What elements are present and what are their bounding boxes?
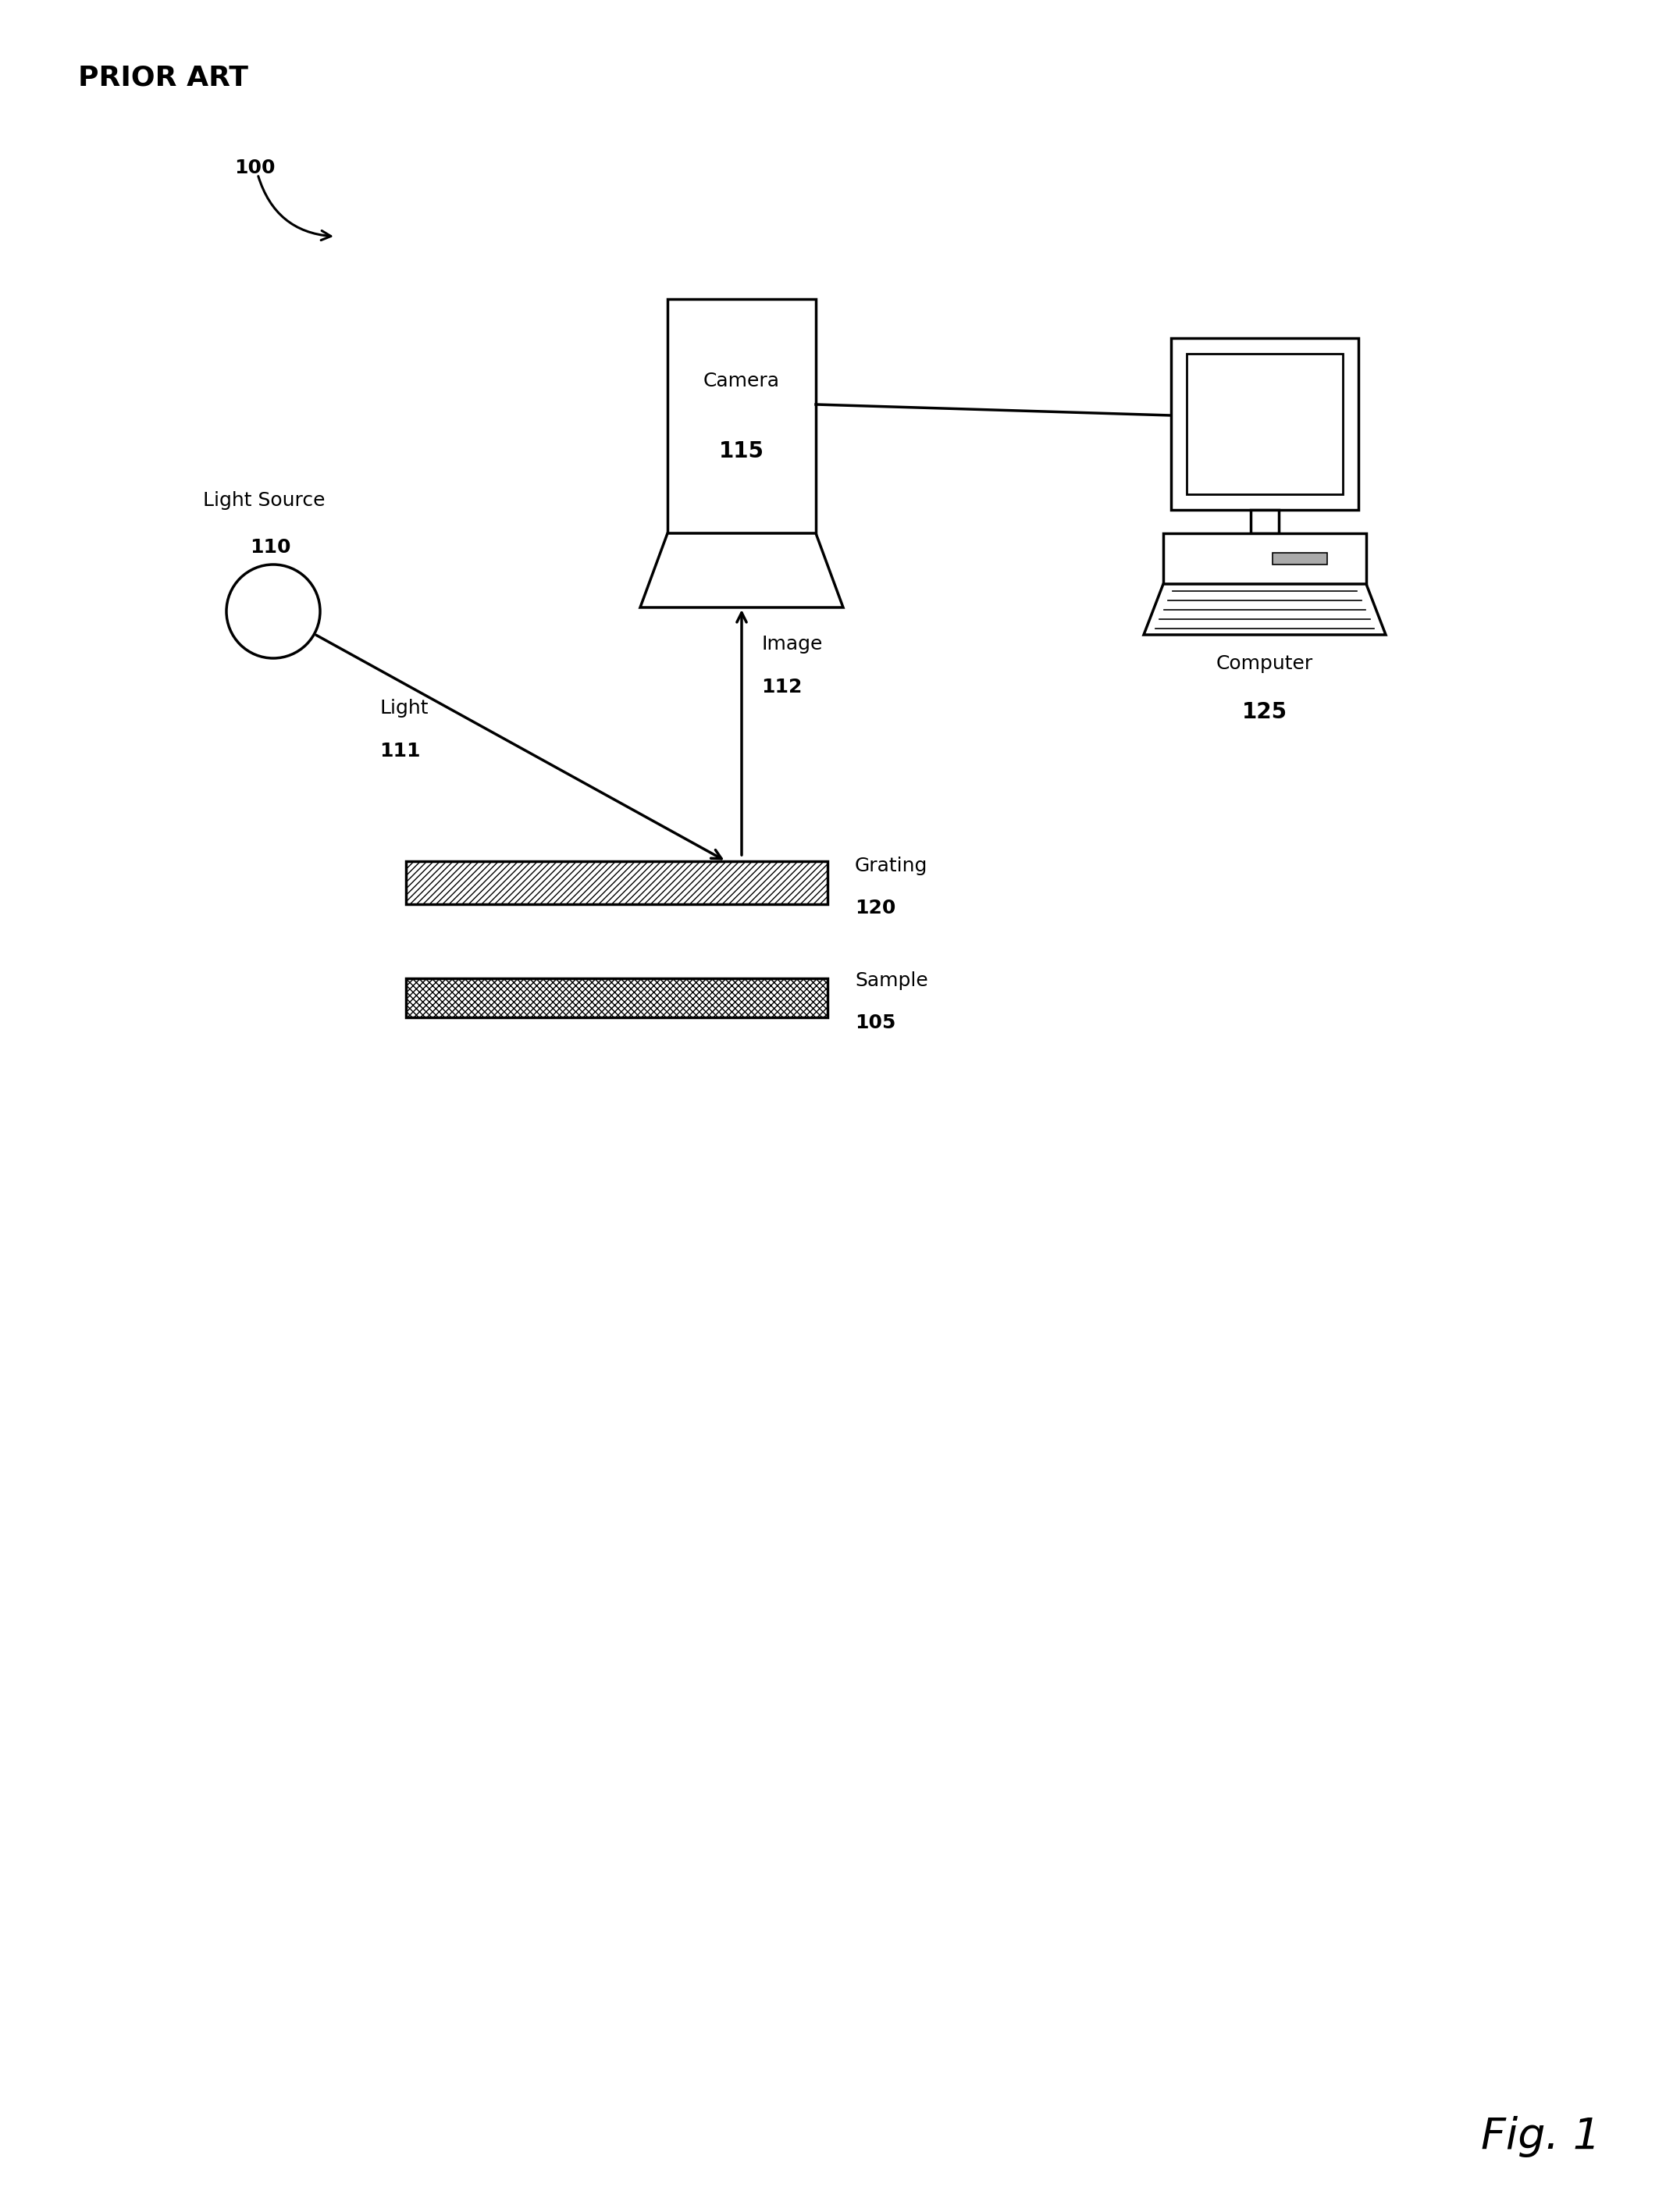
Polygon shape	[640, 533, 843, 608]
Text: Fig. 1: Fig. 1	[1481, 2117, 1601, 2157]
Text: 110: 110	[250, 538, 292, 557]
Bar	[1273, 553, 1328, 564]
Text: 105: 105	[855, 1013, 896, 1033]
Text: Computer: Computer	[1216, 655, 1313, 672]
Text: PRIOR ART: PRIOR ART	[78, 64, 248, 91]
Text: Image: Image	[761, 635, 823, 655]
Text: Grating: Grating	[855, 856, 928, 876]
Bar	[1186, 354, 1343, 493]
Bar	[1163, 533, 1366, 584]
Bar	[668, 299, 816, 533]
Text: 120: 120	[855, 898, 896, 918]
Text: 125: 125	[1243, 701, 1288, 723]
Text: 111: 111	[380, 743, 420, 761]
Polygon shape	[1145, 584, 1386, 635]
Text: Camera: Camera	[703, 372, 780, 389]
Bar	[1251, 509, 1278, 533]
Text: Light: Light	[380, 699, 428, 719]
Bar	[1171, 338, 1358, 509]
Text: 115: 115	[720, 440, 765, 462]
Text: Light Source: Light Source	[203, 491, 325, 509]
Text: Sample: Sample	[855, 971, 928, 991]
Text: 112: 112	[761, 679, 801, 697]
Text: 100: 100	[235, 159, 275, 177]
Bar	[407, 860, 828, 905]
Bar	[407, 978, 828, 1018]
